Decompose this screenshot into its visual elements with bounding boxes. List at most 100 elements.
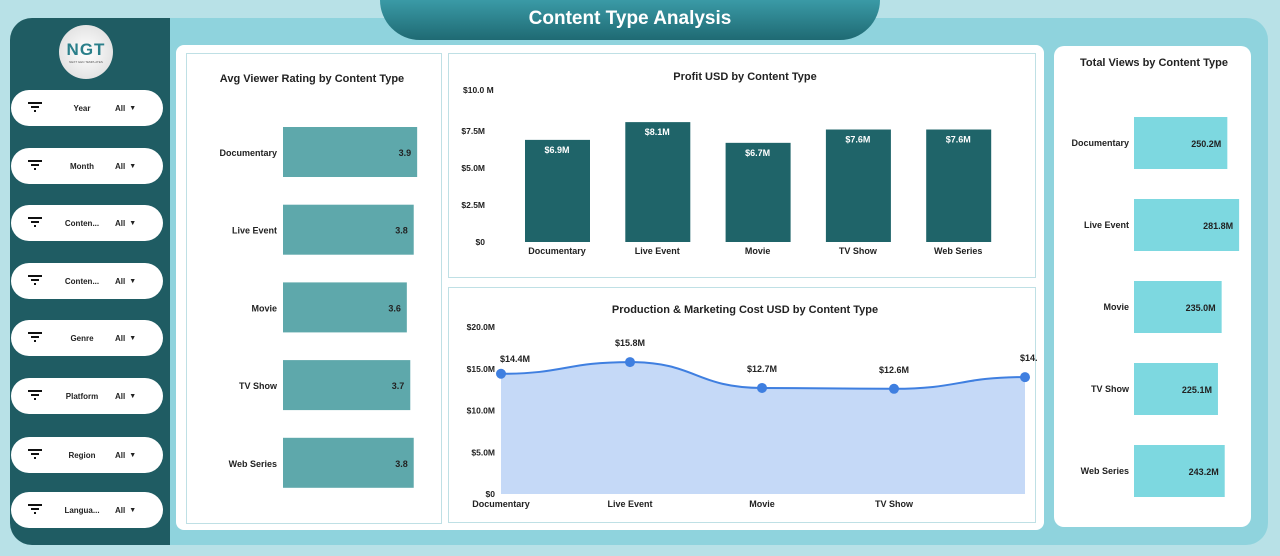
data-label: $12.6M — [879, 365, 909, 375]
filter-icon — [17, 216, 53, 231]
x-tick-label: Documentary — [528, 246, 586, 256]
slicer-4[interactable]: Genre All ▼ — [11, 320, 163, 356]
filter-sidebar: NGT NEXT GEN TEMPLATES Year All ▼ Month All ▼ C… — [10, 18, 172, 545]
views-card: Total Views by Content Type Documentary 25… — [1054, 46, 1251, 527]
bar — [283, 360, 411, 411]
slicer-5[interactable]: Platform All ▼ — [11, 378, 163, 414]
slicer-1[interactable]: Month All ▼ — [11, 148, 163, 184]
filter-icon — [17, 274, 53, 289]
y-tick-label: $0 — [476, 237, 486, 247]
filter-icon — [17, 389, 53, 404]
category-label: Documentary — [219, 148, 277, 158]
chevron-down-icon[interactable]: ▼ — [129, 162, 137, 170]
x-tick-label: Live Event — [635, 246, 680, 256]
category-label: Movie — [1103, 302, 1129, 312]
data-point — [625, 357, 635, 368]
profit-card: Profit USD by Content Type $0 $2.5M $5.0M $7… — [448, 53, 1036, 278]
data-label: 235.0M — [1186, 303, 1216, 313]
data-label: $8.1M — [645, 127, 670, 137]
category-label: Web Series — [1081, 466, 1129, 476]
chevron-down-icon[interactable]: ▼ — [129, 392, 137, 400]
data-label: $12.7M — [747, 364, 777, 374]
data-label: 3.9 — [399, 148, 412, 158]
chart-title: Profit USD by Content Type — [673, 71, 816, 83]
filter-icon — [17, 101, 53, 116]
filter-icon — [17, 448, 53, 463]
slicer-label: Platform — [65, 391, 99, 401]
bar — [825, 129, 891, 242]
data-label: 3.8 — [395, 459, 408, 469]
slicer-value: All — [115, 103, 126, 113]
bar — [283, 282, 407, 333]
y-tick-label: $5.0M — [461, 163, 485, 173]
data-label: 281.8M — [1203, 221, 1233, 231]
data-label: 3.6 — [388, 303, 401, 313]
bar — [283, 437, 414, 488]
x-tick-label: TV Show — [875, 499, 914, 509]
bar — [525, 139, 590, 242]
bar — [283, 204, 414, 255]
y-tick-label: $0 — [486, 489, 496, 499]
bar — [1134, 199, 1240, 251]
chevron-down-icon[interactable]: ▼ — [129, 506, 137, 514]
data-point — [889, 383, 899, 394]
x-tick-label: Documentary — [472, 499, 530, 509]
filter-icon — [17, 159, 53, 174]
chevron-down-icon[interactable]: ▼ — [129, 334, 137, 342]
data-label: 243.2M — [1189, 467, 1219, 477]
slicer-0[interactable]: Year All ▼ — [11, 90, 163, 126]
chevron-down-icon[interactable]: ▼ — [129, 219, 137, 227]
data-label: $7.6M — [946, 135, 971, 145]
slicer-label: Region — [68, 450, 96, 460]
data-label: 3.7 — [392, 381, 405, 391]
data-point — [757, 382, 767, 393]
slicer-value: All — [115, 276, 126, 286]
y-tick-label: $10.0 M — [463, 85, 494, 95]
bar — [725, 142, 791, 242]
y-tick-label: $2.5M — [461, 200, 485, 210]
data-label: 225.1M — [1182, 385, 1212, 395]
slicer-label: Conten... — [64, 218, 100, 228]
chevron-down-icon[interactable]: ▼ — [129, 104, 137, 112]
y-tick-label: $15.0M — [467, 364, 495, 374]
slicer-value: All — [115, 218, 126, 228]
category-label: TV Show — [1091, 384, 1130, 394]
slicer-2[interactable]: Conten... All ▼ — [11, 205, 163, 241]
slicer-7[interactable]: Langua... All ▼ — [11, 492, 163, 528]
category-label: Live Event — [1084, 220, 1129, 230]
chart-title: Total Views by Content Type — [1080, 57, 1228, 69]
data-label: 3.8 — [395, 226, 408, 236]
bar — [1134, 363, 1218, 415]
bar — [926, 129, 992, 242]
bar — [1134, 281, 1222, 333]
slicer-value: All — [115, 333, 126, 343]
slicer-3[interactable]: Conten... All ▼ — [11, 263, 163, 299]
slicer-6[interactable]: Region All ▼ — [11, 437, 163, 473]
data-label: $15.8M — [615, 338, 645, 348]
x-tick-label: Live Event — [607, 499, 652, 509]
bar — [1134, 117, 1228, 169]
chevron-down-icon[interactable]: ▼ — [129, 277, 137, 285]
category-label: Web Series — [229, 459, 277, 469]
slicer-value: All — [115, 505, 126, 515]
data-point — [496, 368, 506, 379]
filter-icon — [17, 331, 53, 346]
slicer-label: Genre — [70, 333, 94, 343]
category-label: Live Event — [232, 226, 277, 236]
x-tick-label: Web Series — [934, 246, 982, 256]
category-label: Documentary — [1071, 138, 1129, 148]
slicer-label: Year — [73, 103, 91, 113]
slicer-label: Langua... — [64, 505, 100, 515]
rating-card: Avg Viewer Rating by Content Type Documen… — [186, 53, 442, 524]
slicer-label: Month — [70, 161, 94, 171]
logo: NGT NEXT GEN TEMPLATES — [59, 25, 113, 79]
bar — [1134, 445, 1225, 497]
slicer-value: All — [115, 161, 126, 171]
cost-card: Production & Marketing Cost USD by Conte… — [448, 287, 1050, 523]
chevron-down-icon[interactable]: ▼ — [129, 451, 137, 459]
category-label: Movie — [251, 303, 277, 313]
category-label: TV Show — [239, 381, 278, 391]
chart-title: Production & Marketing Cost USD by Conte… — [612, 304, 878, 316]
y-tick-label: $10.0M — [467, 406, 495, 416]
slicer-value: All — [115, 391, 126, 401]
